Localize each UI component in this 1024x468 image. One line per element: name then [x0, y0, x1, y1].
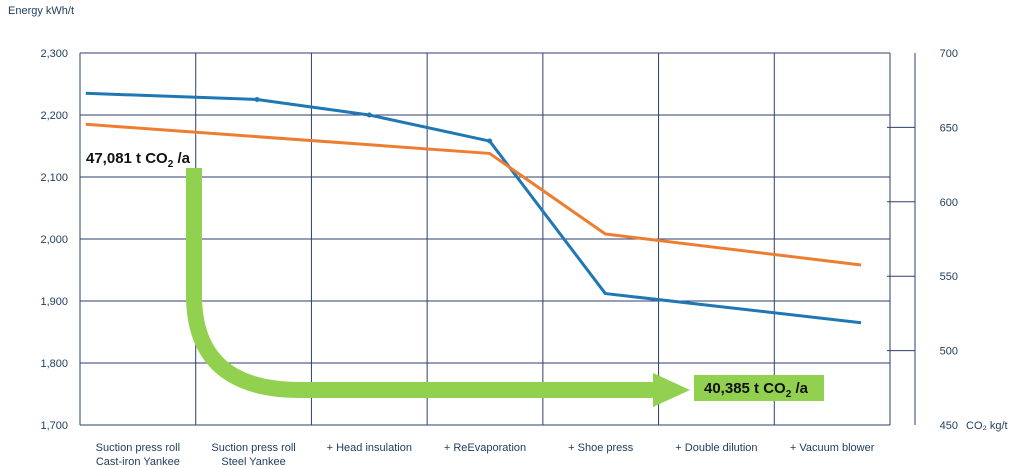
category-label: + ReEvaporation — [444, 442, 526, 454]
axes — [887, 53, 916, 425]
category-label: + Head insulation — [327, 442, 412, 454]
category-label: + Shoe press — [568, 442, 634, 454]
annotation-end: 40,385 t CO2 /a — [694, 375, 824, 401]
y-left-axis-label: Energy kWh/t — [8, 5, 74, 17]
annotation-end-box — [694, 375, 824, 401]
y-right-tick-label: 600 — [940, 197, 958, 209]
y-left-tick-label: 1,700 — [40, 420, 68, 432]
category-label: Cast-iron Yankee — [96, 456, 180, 468]
category-label: Steel Yankee — [221, 456, 285, 468]
series-point — [366, 112, 372, 118]
series-line-1 — [85, 91, 862, 325]
y-right-tick-label: 700 — [940, 48, 958, 60]
y-left-tick-label: 1,800 — [40, 358, 68, 370]
arrow-head — [653, 373, 690, 407]
series-point — [254, 97, 260, 102]
category-label: + Vacuum blower — [790, 442, 875, 454]
y-left-tick-label: 2,000 — [40, 234, 68, 246]
category-label: Suction press roll — [211, 442, 295, 454]
category-label: + Double dilution — [675, 442, 757, 454]
reduction-arrow — [186, 168, 690, 407]
annotation-start: 47,081 t CO2 /a — [86, 150, 191, 170]
y-right-axis-label: CO₂ kg/t — [966, 420, 1008, 432]
y-left-tick-label: 2,100 — [40, 172, 68, 184]
y-right-tick-label: 550 — [940, 271, 958, 283]
annotation-end-text: 40,385 t CO2 /a — [704, 380, 809, 400]
y-right-tick-label: 500 — [940, 346, 958, 358]
annotation-start-text: 47,081 t CO2 /a — [86, 150, 191, 170]
y-right-tick-label: 650 — [940, 122, 958, 134]
series-lines — [85, 91, 862, 325]
y-left-tick-label: 2,300 — [40, 48, 68, 60]
arrow-body — [186, 168, 655, 398]
y-left-tick-label: 1,900 — [40, 296, 68, 308]
category-labels: Suction press roll Cast-iron Yankee Suctio… — [96, 442, 875, 468]
tick-labels: 1,700 1,800 1,900 2,000 2,100 2,200 2,300 450 50… — [40, 48, 958, 432]
category-label: Suction press roll — [96, 442, 180, 454]
series-point — [487, 138, 493, 144]
series-line-2 — [85, 122, 862, 267]
y-left-tick-label: 2,200 — [40, 110, 68, 122]
y-right-tick-label: 450 — [940, 420, 958, 432]
